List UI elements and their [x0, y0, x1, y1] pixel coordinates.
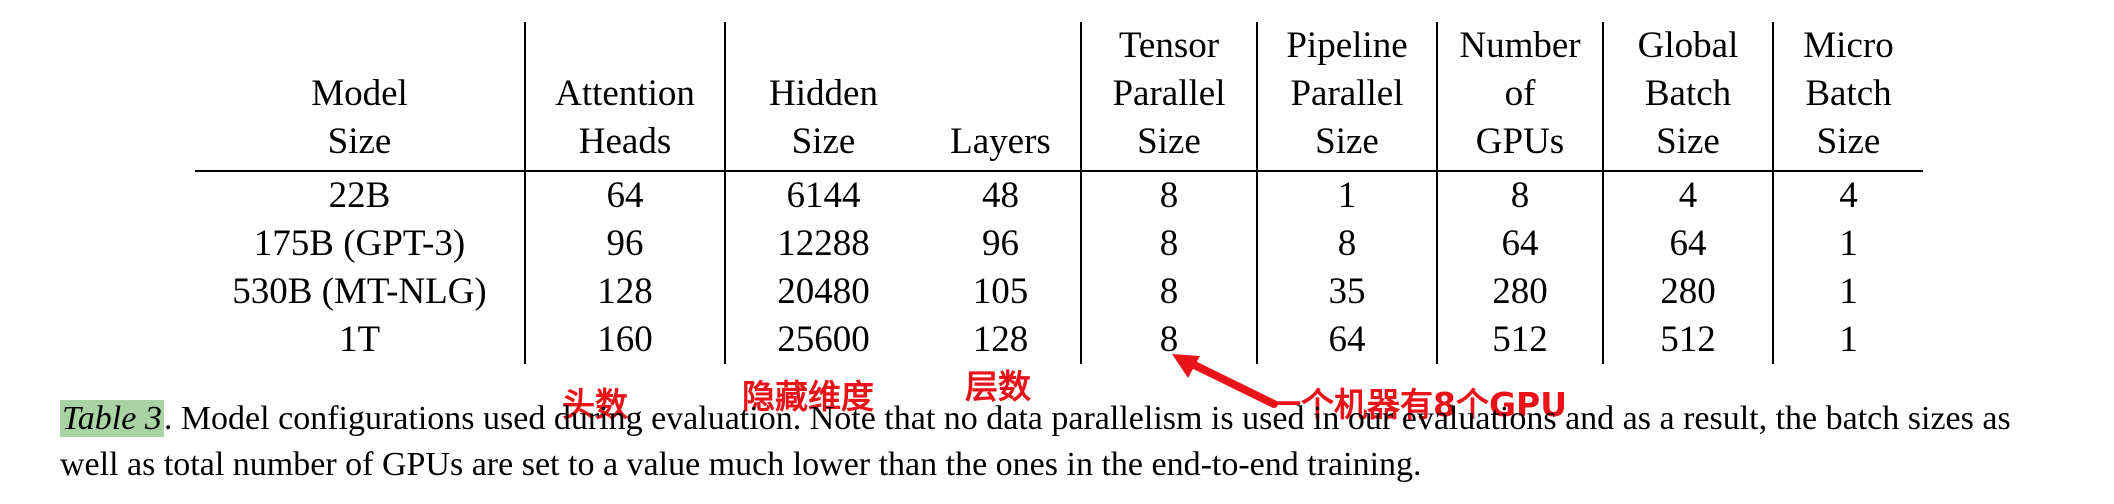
caption-text: . Model configurations used during evalu… — [60, 400, 2011, 483]
table-cell: 6144 — [724, 171, 921, 220]
table-row: 530B (MT-NLG) 128 20480 105 8 35 280 280… — [195, 268, 1923, 316]
model-config-table: Model Size Attention Heads Hidden Size L… — [195, 22, 1923, 364]
table-cell: 280 — [1602, 268, 1773, 316]
table-cell: 530B (MT-NLG) — [232, 271, 487, 312]
table-cell: 160 — [524, 316, 725, 364]
table-row: 1T 160 25600 128 8 64 512 512 1 — [195, 316, 1923, 364]
table-cell: 512 — [1436, 316, 1603, 364]
table-cell: 8 — [1080, 316, 1257, 364]
table-cell: 512 — [1602, 316, 1773, 364]
table-cell: 22B — [328, 175, 391, 216]
table-cell: 105 — [972, 271, 1029, 312]
table-cell: 64 — [524, 171, 725, 220]
table-caption: Table 3. Model configurations used durin… — [60, 396, 2050, 488]
header-model-size: Model Size — [311, 73, 408, 162]
table-cell: 175B (GPT-3) — [253, 223, 466, 264]
table-cell: 64 — [1602, 220, 1773, 268]
table-cell: 25600 — [724, 316, 921, 364]
header-tensor-parallel-size: Tensor Parallel Size — [1080, 22, 1257, 171]
table-cell: 8 — [1436, 171, 1603, 220]
table-cell: 1 — [1772, 268, 1923, 316]
table-cell: 1 — [1772, 220, 1923, 268]
table-cell: 4 — [1602, 171, 1773, 220]
table-header: Model Size Attention Heads Hidden Size L… — [195, 22, 1923, 171]
table-cell: 280 — [1436, 268, 1603, 316]
header-pipeline-parallel-size: Pipeline Parallel Size — [1256, 22, 1437, 171]
header-global-batch-size: Global Batch Size — [1602, 22, 1773, 171]
annotation-gpus-per-machine: 一个机器有8个GPU — [1268, 385, 1568, 424]
header-layers: Layers — [950, 121, 1051, 162]
header-micro-batch-size: Micro Batch Size — [1772, 22, 1923, 171]
table-cell: 8 — [1080, 171, 1257, 220]
header-attention-heads: Attention Heads — [524, 22, 725, 171]
annotation-hidden: 隐藏维度 — [742, 377, 874, 416]
table-cell: 1 — [1256, 171, 1437, 220]
table-cell: 128 — [972, 319, 1029, 360]
table-cell: 8 — [1080, 220, 1257, 268]
table-row: 175B (GPT-3) 96 12288 96 8 8 64 64 1 — [195, 220, 1923, 268]
table-cell: 96 — [982, 223, 1019, 264]
table-cell: 128 — [524, 268, 725, 316]
caption-label: Table 3 — [60, 400, 164, 437]
table-cell: 1T — [338, 319, 381, 360]
red-arrow-icon — [1172, 354, 1278, 408]
table-cell: 96 — [524, 220, 725, 268]
annotation-heads: 头数 — [562, 385, 628, 424]
table-cell: 8 — [1256, 220, 1437, 268]
table-row: 22B 64 6144 48 8 1 8 4 4 — [195, 171, 1923, 220]
table-cell: 8 — [1080, 268, 1257, 316]
table-cell: 1 — [1772, 316, 1923, 364]
table-cell: 4 — [1772, 171, 1923, 220]
annotation-layers: 层数 — [965, 367, 1031, 406]
table-cell: 35 — [1256, 268, 1437, 316]
table-cell: 48 — [982, 175, 1019, 216]
table-cell: 12288 — [724, 220, 921, 268]
table-cell: 20480 — [724, 268, 921, 316]
header-hidden-size: Hidden Size — [724, 22, 921, 171]
table-cell: 64 — [1256, 316, 1437, 364]
header-number-of-gpus: Number of GPUs — [1436, 22, 1603, 171]
table-cell: 64 — [1436, 220, 1603, 268]
table-body: 22B 64 6144 48 8 1 8 4 4 175B (GPT-3) 96… — [195, 171, 1923, 364]
